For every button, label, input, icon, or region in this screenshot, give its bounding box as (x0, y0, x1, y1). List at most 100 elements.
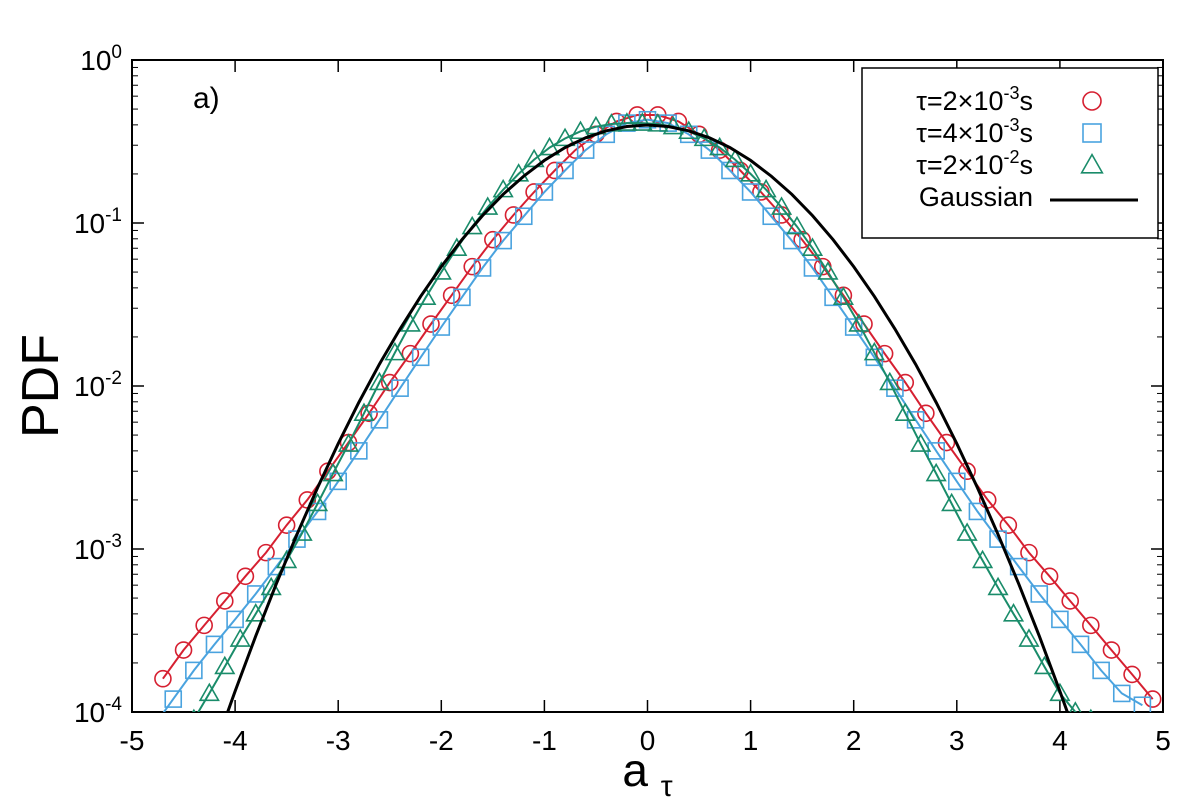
data-point (956, 522, 978, 541)
data-point (525, 183, 543, 201)
data-point (554, 127, 576, 147)
data-point (1133, 696, 1152, 712)
x-axis-title-base: a (622, 744, 648, 796)
series-line (226, 123, 1069, 712)
data-point (848, 313, 870, 332)
data-point (971, 549, 994, 569)
x-tick-label: 4 (1052, 725, 1068, 756)
data-point (463, 257, 482, 276)
data-point (1082, 616, 1100, 635)
legend-label: τ=4×10-3s (916, 115, 1033, 148)
legend-label: Gaussian (919, 182, 1033, 212)
data-point (569, 120, 592, 140)
data-point (446, 237, 468, 256)
series-layer (145, 106, 1162, 736)
data-point (740, 163, 762, 182)
data-point (1051, 610, 1069, 629)
data-point (1092, 661, 1110, 680)
data-point (786, 215, 808, 235)
data-point (535, 183, 554, 201)
data-point (453, 288, 471, 307)
data-point (844, 318, 863, 336)
data-point (353, 402, 375, 422)
data-point (514, 207, 533, 226)
data-point (504, 206, 523, 224)
data-point (205, 635, 224, 654)
data-point (229, 628, 251, 647)
x-tick-label: -3 (326, 725, 351, 756)
data-point (422, 315, 440, 333)
series-4 (226, 123, 1069, 712)
data-point (494, 231, 512, 250)
legend-label: τ=2×10-3s (916, 83, 1033, 116)
data-point (817, 261, 839, 280)
data-point (245, 603, 267, 622)
data-point (164, 690, 183, 708)
data-point (987, 576, 1009, 596)
data-point (411, 348, 430, 367)
data-point (195, 616, 213, 635)
data-point (1071, 635, 1090, 654)
x-tick-label: 0 (640, 725, 656, 756)
data-point (1040, 567, 1059, 586)
data-point (556, 161, 574, 180)
data-point (910, 433, 932, 452)
data-point (879, 371, 901, 391)
data-point (538, 136, 561, 156)
x-tick-label: -1 (532, 725, 557, 756)
data-point (473, 259, 492, 277)
data-point (755, 178, 777, 198)
data-point (724, 148, 746, 168)
series-line (162, 118, 1143, 712)
data-point (770, 196, 793, 215)
data-point (801, 237, 824, 256)
x-tick-label: 5 (1155, 725, 1171, 756)
data-point (631, 112, 653, 131)
data-point (793, 230, 811, 249)
data-point (442, 286, 461, 305)
data-point (236, 567, 255, 586)
y-tick-label: 10-2 (74, 368, 122, 402)
data-point (368, 371, 391, 391)
data-point (391, 379, 409, 397)
data-point (461, 215, 483, 235)
data-point (1018, 628, 1040, 647)
data-point (214, 655, 236, 675)
y-axis-title: PDF (12, 334, 70, 438)
y-tick-label: 10-4 (74, 694, 122, 728)
data-point (1112, 684, 1131, 703)
data-point (257, 543, 275, 562)
data-point (824, 288, 842, 307)
data-point (145, 720, 161, 736)
data-point (803, 259, 822, 277)
data-point (1069, 701, 1082, 712)
data-point (432, 318, 451, 336)
data-point (185, 661, 203, 680)
data-point (215, 592, 234, 610)
data-point (783, 231, 801, 250)
data-point (917, 404, 935, 423)
data-point (896, 373, 915, 392)
legend-marker (1082, 123, 1102, 143)
data-point (762, 207, 781, 226)
data-point (894, 402, 916, 422)
data-point (1049, 682, 1071, 702)
panel-label: a) (193, 82, 220, 115)
data-point (545, 161, 564, 180)
y-tick-label: 10-1 (74, 205, 122, 239)
data-point (380, 373, 399, 392)
data-point (832, 286, 854, 306)
data-point (322, 462, 344, 482)
data-point (384, 341, 406, 361)
data-point (1102, 641, 1121, 659)
axis-ticks: -5 -4 -3 -2 -1 0 1 2 3 4 5 100 10-1 10-2 10-3 10-4 (74, 42, 1171, 756)
data-point (276, 549, 298, 569)
x-tick-label: 1 (743, 725, 759, 756)
data-point (277, 516, 296, 534)
x-tick-label: 3 (949, 725, 965, 756)
data-point (484, 230, 502, 249)
data-point (401, 344, 420, 363)
x-tick-label: 2 (846, 725, 862, 756)
